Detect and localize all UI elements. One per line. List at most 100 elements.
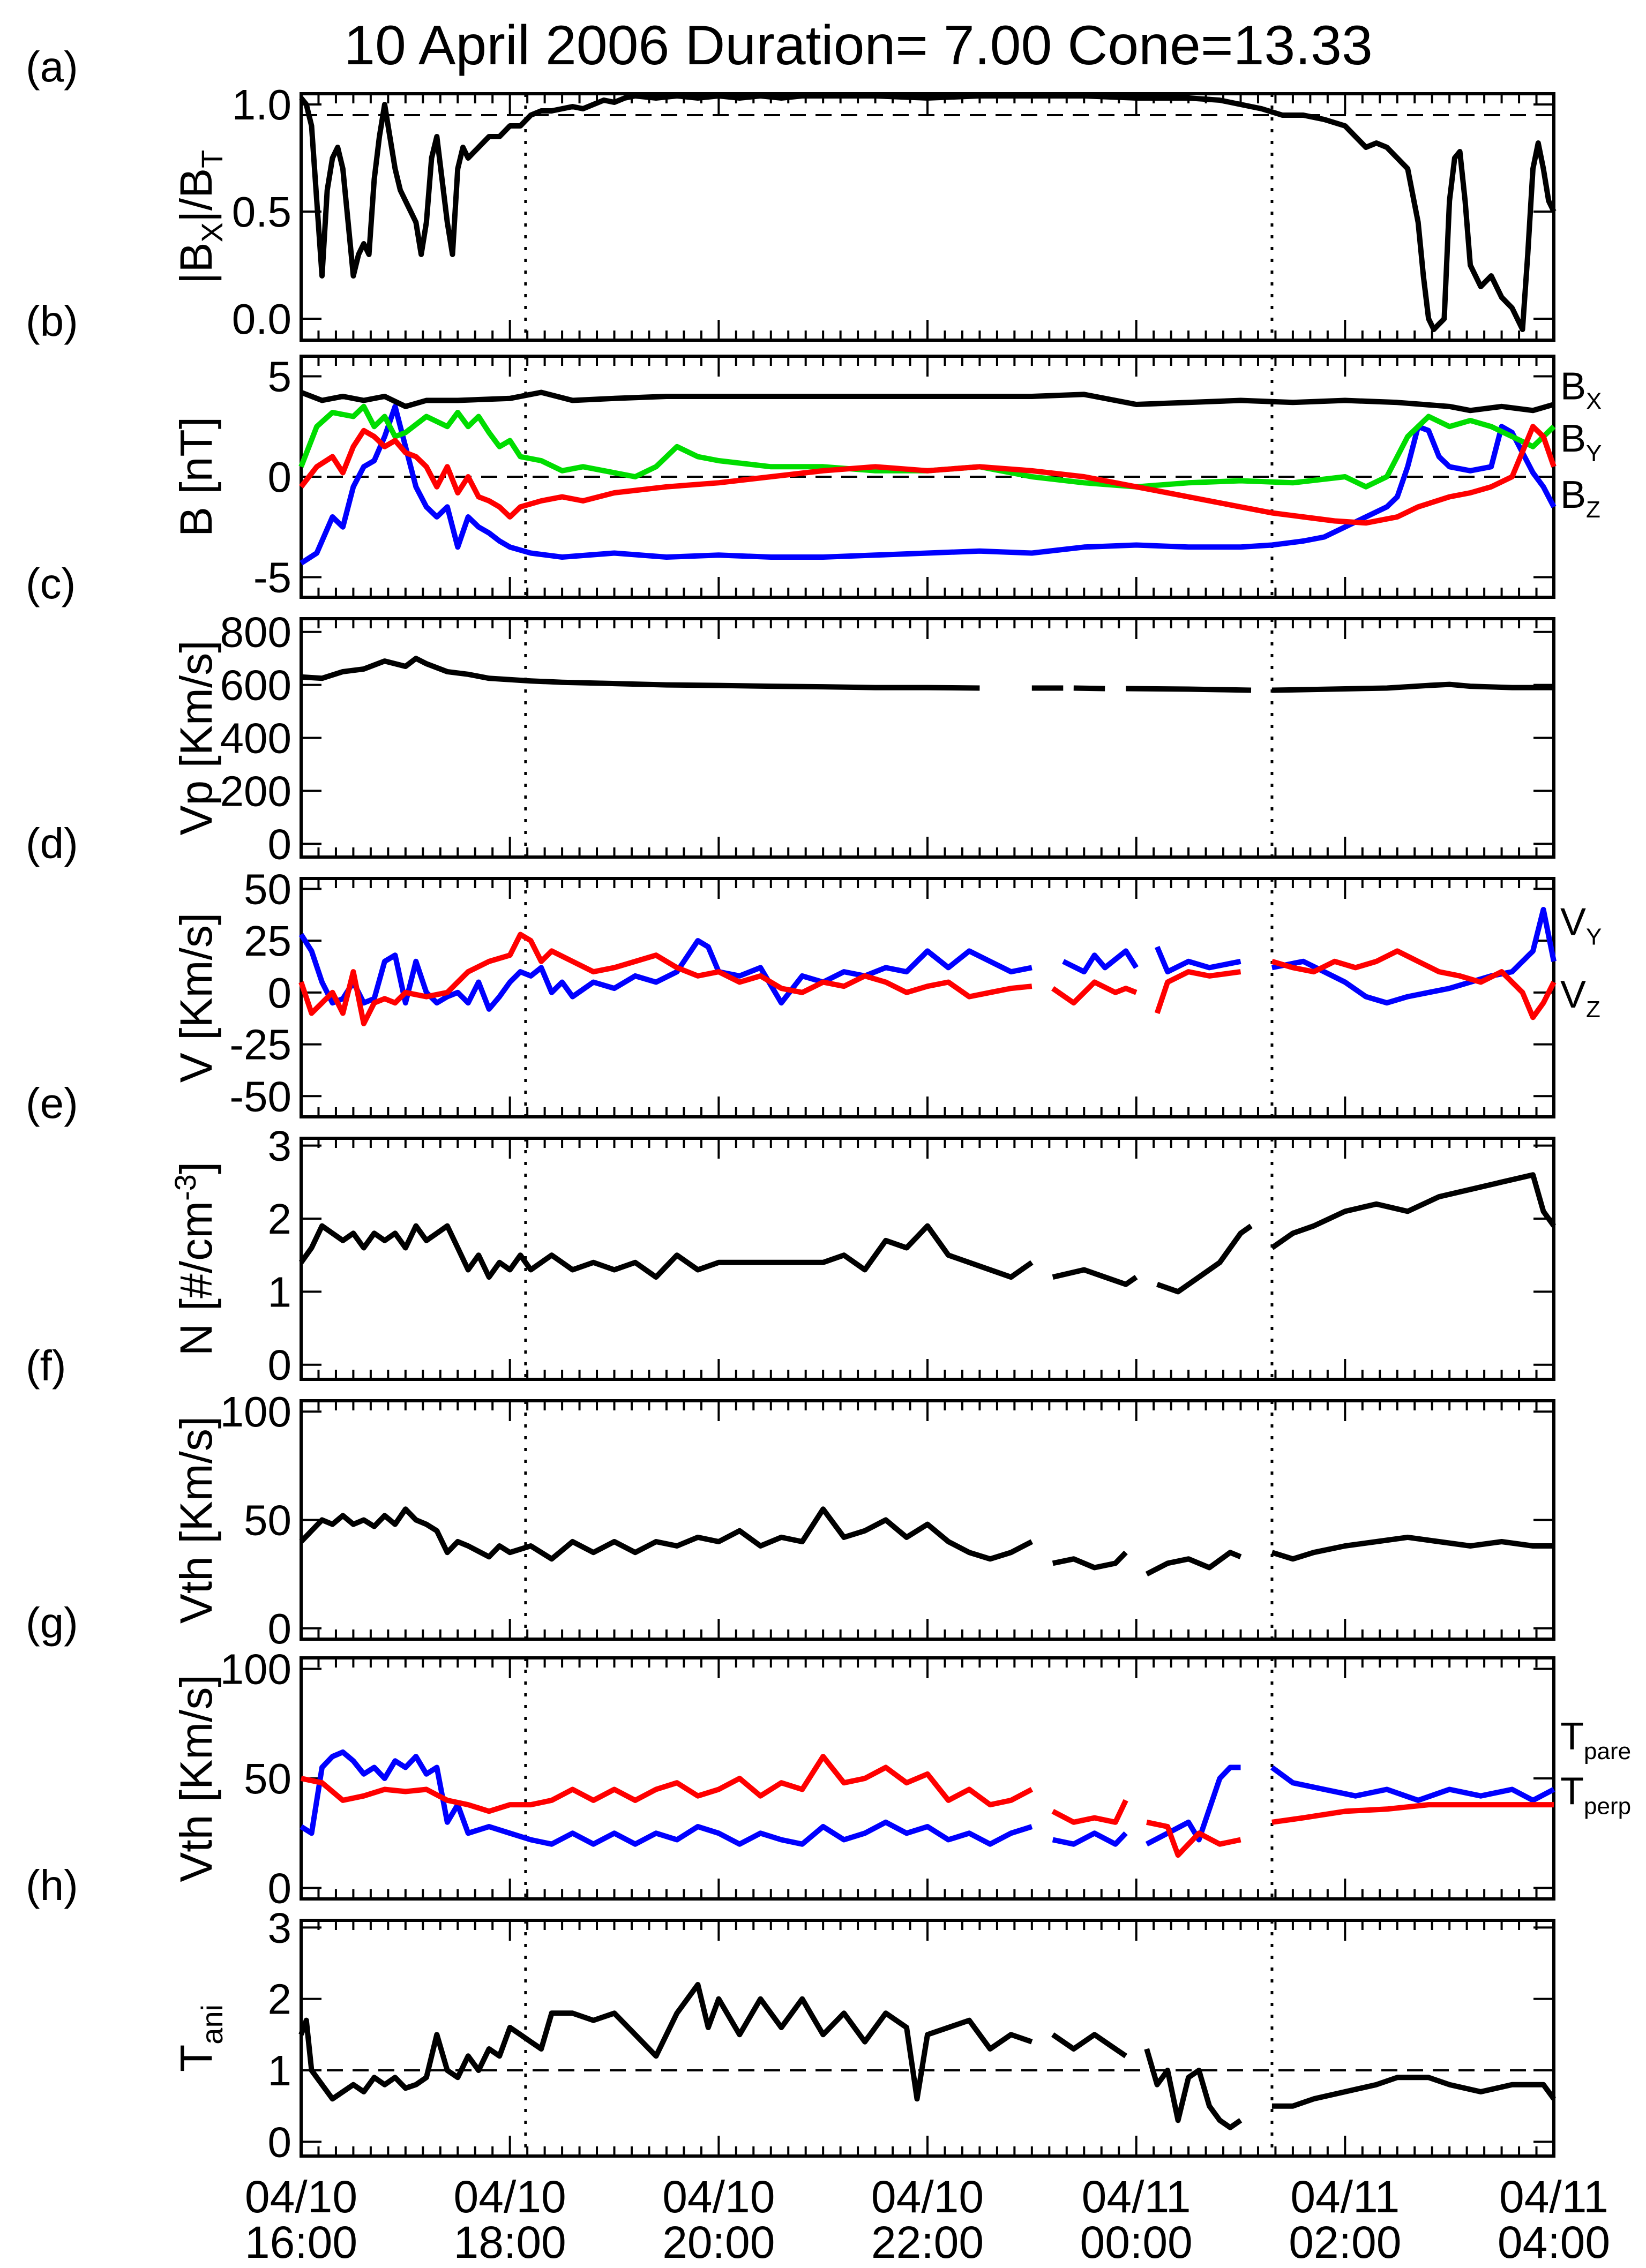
x-tick-date: 04/10 [662, 2172, 775, 2222]
panel-label: (h) [26, 1861, 78, 1909]
series-b-z [299, 424, 1557, 526]
series--bx-bt [299, 93, 1557, 332]
series-vp [1126, 686, 1252, 693]
y-axis-title: |BX|/BT [171, 150, 229, 284]
panel-c: 0 200 400 600 800 (c) Vp [Km/s] [26, 560, 1555, 868]
y-tick-label: 0 [268, 969, 292, 1017]
series--b- [300, 389, 1555, 414]
y-tick-label: 1 [268, 2047, 292, 2094]
series-t-ani [298, 1982, 1033, 2102]
y-tick-label: 0.0 [232, 295, 291, 343]
x-tick-time: 04:00 [1498, 2217, 1610, 2267]
y-tick-label: -5 [253, 554, 291, 602]
series-t-perp [1271, 1802, 1554, 1825]
y-tick-label: 1.0 [232, 81, 291, 129]
series-t-pare [300, 1749, 1033, 1847]
y-tick-label: 0 [268, 2118, 292, 2166]
series-v-z [1051, 979, 1138, 1006]
y-tick-label: 3 [268, 1904, 292, 1951]
series-n [1156, 1223, 1253, 1295]
series-t-perp [1146, 1819, 1241, 1858]
series-b-y [298, 403, 1556, 490]
series-v-y [1062, 948, 1139, 975]
y-tick-label: 25 [244, 917, 291, 965]
y-tick-label: 50 [244, 1497, 291, 1544]
y-axis-title: N [#/cm-3] [168, 1162, 221, 1356]
y-tick-label: 100 [220, 1645, 291, 1693]
legend-vz: VZ [1560, 973, 1600, 1023]
panel-label: (d) [26, 820, 78, 867]
y-tick-label: 2 [268, 1195, 292, 1243]
y-axis-title: B [nT] [171, 417, 221, 537]
x-tick-time: 00:00 [1080, 2217, 1193, 2267]
x-tick-time: 18:00 [454, 2217, 566, 2267]
y-tick-label: 600 [220, 662, 291, 709]
series-n [1270, 1172, 1557, 1250]
series-vth [299, 1506, 1034, 1562]
series-vp [301, 656, 980, 691]
panel-frame [300, 1399, 1555, 1641]
series-t-pare [1145, 1764, 1241, 1847]
series-t-ani [1144, 2048, 1243, 2130]
panel-frame [300, 1656, 1555, 1901]
y-axis-title: Vth [Km/s] [171, 1674, 221, 1882]
series-n [298, 1223, 1034, 1280]
panel-h: 0 1 2 3 (h) Tani [26, 1861, 1557, 2166]
y-axis-title: Tani [171, 2004, 229, 2072]
x-tick-date: 04/11 [1290, 2172, 1400, 2222]
y-tick-label: 200 [220, 767, 291, 815]
panel-frame [300, 1137, 1555, 1381]
legend-bz: BZ [1560, 474, 1600, 523]
y-tick-label: 5 [268, 353, 292, 401]
x-tick-date: 04/10 [871, 2172, 984, 2222]
y-axis-title: Vp [Km/s] [171, 640, 221, 835]
x-tick-time: 20:00 [662, 2217, 775, 2267]
y-tick-label: -50 [229, 1072, 291, 1120]
y-tick-label: 1 [268, 1268, 292, 1316]
legend-vy: VY [1560, 900, 1602, 950]
x-tick-time: 02:00 [1289, 2217, 1401, 2267]
series-v-y [1271, 907, 1557, 1006]
series-t-pare [1052, 1830, 1128, 1847]
legend-tpare: Tpare [1560, 1715, 1631, 1764]
series-t-perp [1051, 1799, 1128, 1825]
y-axis-title: V [Km/s] [171, 913, 221, 1083]
series-vth [1145, 1550, 1242, 1577]
panels: 0.00.51.0(a)|BX|/BT-505(b)B [nT]BXBYBZ02… [26, 43, 1631, 2166]
series-t-ani [1051, 2032, 1128, 2059]
x-tick-date: 04/10 [454, 2172, 566, 2222]
y-tick-label: 0 [268, 1341, 292, 1389]
panel-label: (g) [26, 1599, 78, 1647]
panel-g: 0 50 100 (g) Vth [Km/s] Tpare Tperp [26, 1599, 1631, 1912]
y-tick-label: 3 [268, 1122, 292, 1170]
series-vth [1052, 1550, 1128, 1571]
legend-tperp: Tperp [1560, 1770, 1631, 1819]
series-v-z [1271, 948, 1557, 1020]
y-tick-label: 0 [268, 1605, 292, 1653]
y-tick-label: 0 [268, 1865, 292, 1912]
series-vp [1271, 681, 1554, 693]
time-axis-labels: 04/1016:0004/1018:0004/1020:0004/1022:00… [245, 2172, 1610, 2267]
series-vp [1073, 685, 1105, 692]
legend-bx: BX [1560, 365, 1602, 415]
series-t-pare [1270, 1765, 1555, 1803]
series-v-z [298, 932, 1033, 1026]
y-tick-label: 50 [244, 865, 291, 913]
figure-title: 10 April 2006 Duration= 7.00 Cone=13.33 [344, 14, 1373, 77]
panel-frame [300, 92, 1555, 342]
series-v-z [1154, 969, 1241, 1015]
panel-label: (f) [26, 1342, 66, 1390]
panel-label: (b) [26, 297, 78, 345]
y-tick-label: -25 [229, 1021, 291, 1069]
y-tick-label: 400 [220, 715, 291, 762]
y-tick-label: 0 [268, 453, 292, 501]
x-tick-time: 16:00 [245, 2217, 357, 2267]
panel-e: 0 1 2 3 (e) N [#/cm-3] [26, 1079, 1557, 1389]
series-t-perp [300, 1754, 1034, 1814]
x-tick-time: 22:00 [871, 2217, 984, 2267]
x-tick-date: 04/11 [1082, 2172, 1191, 2222]
series-vth [1271, 1534, 1554, 1562]
